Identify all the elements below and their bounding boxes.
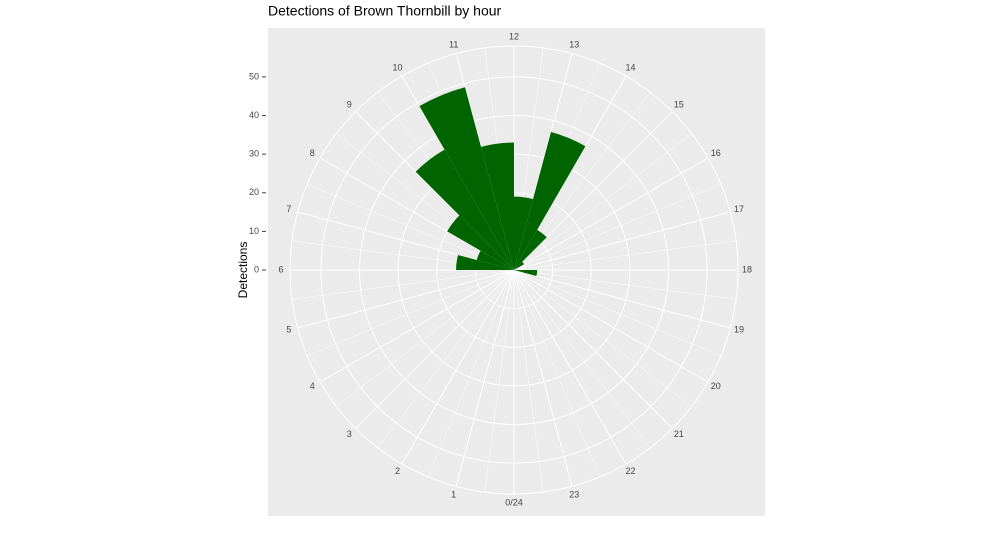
spoke (401, 269, 515, 465)
y-tick-label: 0 (254, 264, 259, 274)
x-tick-label: 10 (392, 63, 402, 73)
bar (514, 131, 586, 270)
spoke (513, 269, 731, 329)
spoke (513, 111, 673, 271)
spoke (455, 269, 515, 487)
bar (514, 229, 547, 270)
minor-spoke (306, 269, 515, 356)
x-tick-label: 2 (395, 466, 400, 476)
minor-spoke (513, 240, 737, 271)
x-tick-label: 8 (310, 148, 315, 158)
x-tick-label: 18 (742, 264, 752, 274)
x-tick-label: 20 (711, 381, 721, 391)
x-tick-label: 5 (286, 325, 291, 335)
minor-spoke (336, 269, 515, 407)
y-tick-label: 10 (249, 226, 259, 236)
y-tick-label: 40 (249, 110, 259, 120)
minor-spoke (513, 269, 722, 356)
x-tick-label: 4 (310, 381, 315, 391)
spoke (513, 211, 731, 271)
spoke (513, 157, 709, 271)
spoke (513, 269, 627, 465)
grid-circle (320, 76, 708, 464)
x-tick-label: 11 (449, 39, 458, 49)
bar (447, 215, 514, 270)
minor-spoke (513, 133, 692, 271)
x-tick-label: 14 (625, 63, 635, 73)
x-tick-label: 3 (347, 429, 352, 439)
minor-spoke (513, 269, 651, 448)
chart-title: Detections of Brown Thornbill by hour (268, 3, 502, 19)
bar (514, 270, 538, 276)
x-tick-label: 6 (278, 264, 283, 274)
x-tick-label: 19 (734, 325, 744, 335)
spoke (513, 269, 673, 429)
spoke (297, 269, 515, 329)
minor-spoke (377, 269, 515, 448)
x-tick-label: 13 (569, 39, 579, 49)
bar (514, 196, 533, 270)
x-tick-label: 0/24 (505, 497, 523, 507)
x-tick-label: 1 (451, 489, 456, 499)
x-tick-label: 23 (569, 489, 579, 499)
x-tick-label: 22 (625, 466, 635, 476)
x-tick-label: 12 (509, 31, 519, 41)
x-tick-label: 17 (734, 204, 744, 214)
minor-spoke (513, 269, 692, 407)
bar (415, 149, 514, 270)
minor-spoke (291, 269, 515, 300)
x-tick-label: 21 (674, 429, 684, 439)
minor-spoke (513, 269, 737, 300)
bar (476, 250, 514, 270)
minor-spoke (428, 269, 515, 478)
minor-spoke (513, 269, 544, 493)
bar (514, 261, 525, 270)
minor-spoke (513, 269, 600, 478)
bar (419, 87, 514, 270)
x-tick-label: 15 (674, 100, 684, 110)
spoke (355, 269, 515, 429)
y-tick-label: 50 (249, 71, 259, 81)
spoke (513, 269, 573, 487)
spoke (513, 269, 709, 383)
x-tick-label: 16 (711, 148, 721, 158)
spoke (319, 269, 515, 383)
grid-circle (359, 115, 669, 425)
minor-spoke (513, 184, 722, 271)
minor-spoke (484, 269, 515, 493)
y-tick-label: 20 (249, 187, 259, 197)
x-tick-label: 9 (347, 100, 352, 110)
bar (481, 142, 514, 270)
bar (456, 255, 514, 270)
x-tick-label: 7 (286, 204, 291, 214)
y-axis-title: Detections (236, 242, 250, 299)
y-tick-label: 30 (249, 149, 259, 159)
